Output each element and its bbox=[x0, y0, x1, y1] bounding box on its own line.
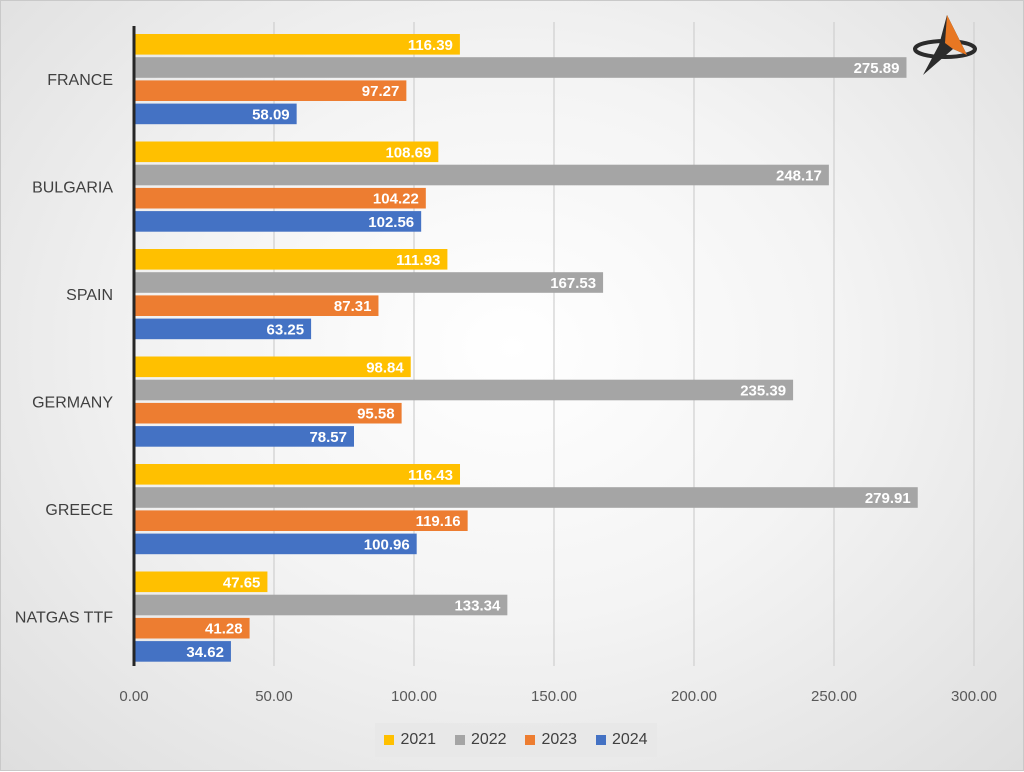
y-category-label: NATGAS TTF bbox=[15, 609, 113, 626]
bar bbox=[134, 141, 439, 163]
y-category-label: FRANCE bbox=[47, 72, 113, 89]
data-label: 98.84 bbox=[366, 359, 404, 376]
bar bbox=[134, 187, 426, 209]
bar bbox=[134, 80, 407, 101]
bar bbox=[134, 571, 268, 593]
data-label: 102.56 bbox=[368, 214, 414, 231]
bar bbox=[134, 426, 354, 447]
y-category-label: BULGARIA bbox=[32, 179, 113, 196]
data-label: 63.25 bbox=[267, 321, 305, 338]
y-category-label: GERMANY bbox=[32, 394, 113, 411]
bar bbox=[134, 464, 461, 485]
x-tick-label: 200.00 bbox=[671, 688, 717, 705]
bar bbox=[134, 57, 907, 78]
bar bbox=[134, 318, 312, 340]
x-tick-label: 250.00 bbox=[811, 688, 857, 705]
bar bbox=[134, 249, 448, 270]
data-label: 47.65 bbox=[223, 574, 261, 591]
legend: 2021 2022 2023 2024 bbox=[375, 723, 657, 757]
x-tick-label: 0.00 bbox=[119, 688, 148, 705]
bar bbox=[134, 594, 508, 616]
bar bbox=[134, 617, 250, 639]
bar bbox=[134, 272, 604, 293]
compass-arrow-icon bbox=[913, 15, 977, 75]
legend-label-2021: 2021 bbox=[400, 731, 437, 748]
data-label: 34.62 bbox=[186, 644, 224, 661]
legend-item-2022: 2022 bbox=[454, 731, 507, 749]
y-category-label: GREECE bbox=[45, 502, 113, 519]
data-label: 58.09 bbox=[252, 106, 290, 123]
x-tick-label: 150.00 bbox=[531, 688, 577, 705]
data-label: 111.93 bbox=[396, 252, 440, 269]
data-label: 116.39 bbox=[408, 37, 453, 54]
bar bbox=[134, 487, 918, 508]
legend-label-2023: 2023 bbox=[541, 731, 578, 748]
bar bbox=[134, 641, 231, 662]
data-label: 235.39 bbox=[740, 383, 786, 400]
bar bbox=[134, 211, 422, 232]
x-tick-label: 100.00 bbox=[391, 688, 437, 705]
legend-swatch-2024 bbox=[595, 735, 606, 745]
legend-label-2022: 2022 bbox=[470, 731, 507, 748]
legend-item-2023: 2023 bbox=[525, 731, 577, 749]
data-label: 87.31 bbox=[334, 298, 372, 315]
data-label: 104.22 bbox=[373, 191, 419, 208]
data-label: 279.91 bbox=[865, 490, 911, 507]
data-label: 97.27 bbox=[362, 83, 400, 100]
bar bbox=[134, 533, 417, 555]
bar bbox=[134, 164, 829, 186]
legend-item-2024: 2024 bbox=[595, 731, 648, 749]
legend-label-2024: 2024 bbox=[611, 731, 648, 748]
legend-swatch-2023 bbox=[525, 735, 536, 745]
data-label: 100.96 bbox=[364, 536, 410, 553]
legend-item-2021: 2021 bbox=[384, 731, 436, 749]
bar bbox=[134, 103, 297, 125]
data-label: 119.16 bbox=[416, 513, 461, 530]
data-label: 78.57 bbox=[309, 429, 347, 446]
data-label: 167.53 bbox=[550, 275, 596, 292]
x-tick-label: 50.00 bbox=[255, 688, 293, 705]
bar bbox=[134, 402, 402, 424]
bar bbox=[134, 34, 460, 55]
data-label: 41.28 bbox=[205, 621, 243, 638]
data-label: 133.34 bbox=[454, 598, 501, 615]
legend-swatch-2021 bbox=[384, 735, 395, 745]
data-label: 248.17 bbox=[776, 168, 822, 185]
legend-swatch-2022 bbox=[454, 735, 465, 745]
bar bbox=[134, 510, 468, 531]
y-category-label: SPAIN bbox=[66, 287, 113, 304]
data-label: 116.43 bbox=[408, 467, 453, 484]
bar bbox=[134, 295, 379, 316]
x-tick-label: 300.00 bbox=[951, 688, 997, 705]
data-label: 95.58 bbox=[357, 406, 395, 423]
data-label: 108.69 bbox=[385, 144, 431, 161]
bar bbox=[134, 379, 794, 401]
bar bbox=[134, 356, 411, 378]
data-label: 275.89 bbox=[854, 60, 900, 77]
